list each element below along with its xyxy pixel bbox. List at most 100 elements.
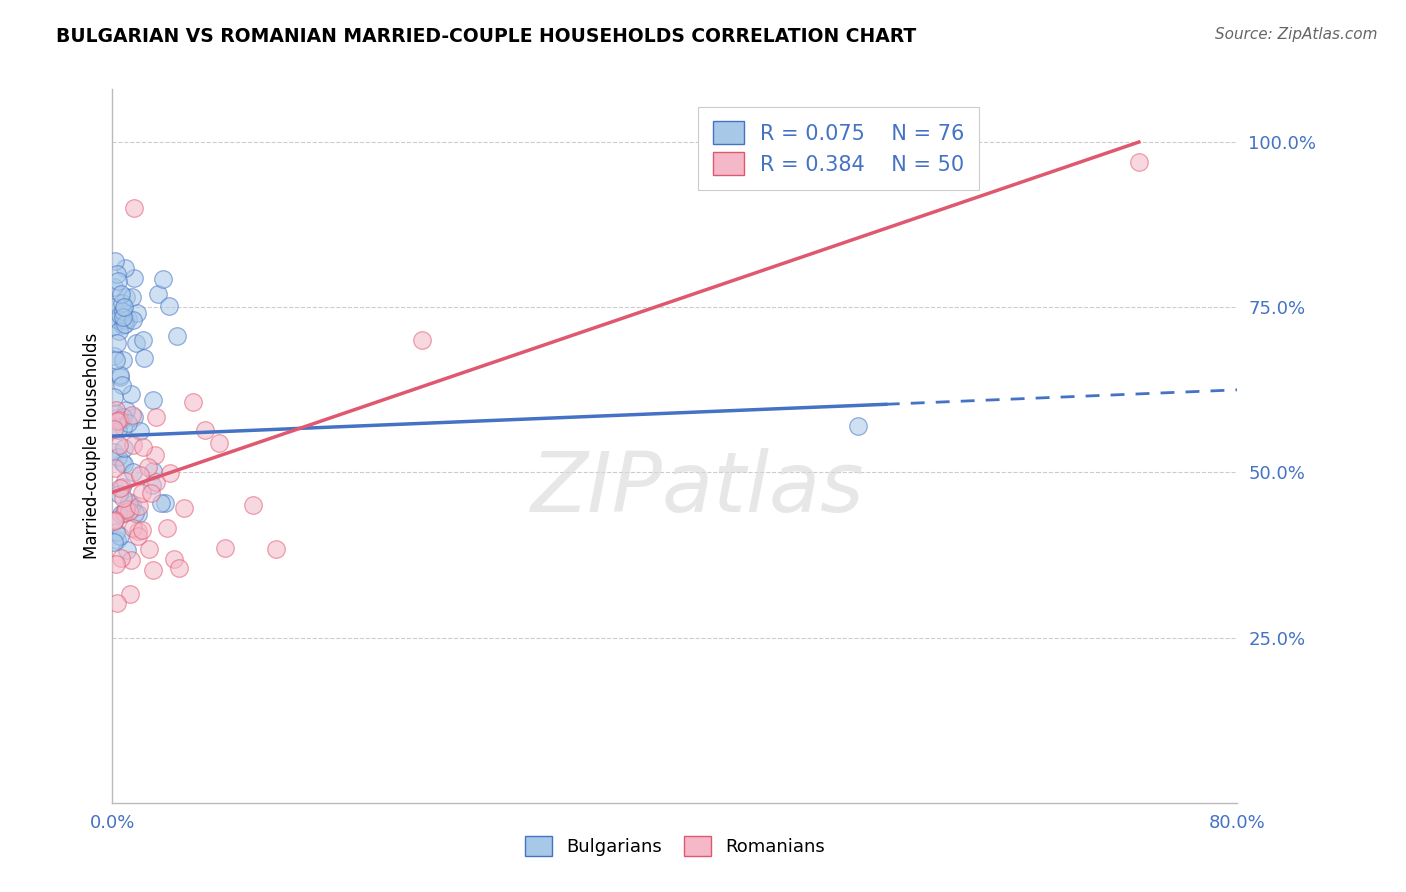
Point — [107, 423, 129, 437]
Point — [143, 448, 166, 462]
Point — [156, 521, 179, 535]
Point — [105, 267, 128, 281]
Point — [846, 419, 869, 434]
Point — [264, 541, 287, 556]
Point — [112, 458, 135, 472]
Point — [152, 271, 174, 285]
Point — [129, 467, 152, 482]
Point — [120, 387, 142, 401]
Text: BULGARIAN VS ROMANIAN MARRIED-COUPLE HOUSEHOLDS CORRELATION CHART: BULGARIAN VS ROMANIAN MARRIED-COUPLE HOU… — [56, 27, 917, 45]
Point — [157, 299, 180, 313]
Point — [105, 335, 128, 350]
Point — [107, 487, 129, 501]
Text: Source: ZipAtlas.com: Source: ZipAtlas.com — [1215, 27, 1378, 42]
Point — [122, 313, 145, 327]
Point — [153, 495, 176, 509]
Point — [103, 349, 125, 363]
Point — [105, 414, 128, 428]
Point — [150, 496, 173, 510]
Point — [132, 333, 155, 347]
Point — [124, 506, 146, 520]
Point — [107, 450, 129, 465]
Point — [208, 435, 231, 450]
Point — [108, 324, 131, 338]
Point — [134, 351, 156, 366]
Point — [107, 274, 129, 288]
Point — [114, 318, 136, 332]
Point — [104, 353, 127, 368]
Point — [108, 438, 131, 452]
Point — [105, 596, 128, 610]
Point — [111, 377, 134, 392]
Point — [142, 563, 165, 577]
Point — [118, 495, 141, 509]
Point — [114, 313, 136, 327]
Point — [111, 318, 134, 333]
Point — [104, 403, 127, 417]
Point — [110, 368, 132, 382]
Point — [120, 502, 142, 516]
Point — [127, 529, 149, 543]
Point — [411, 333, 433, 347]
Point — [112, 420, 135, 434]
Point — [141, 477, 163, 491]
Point — [146, 286, 169, 301]
Point — [104, 461, 127, 475]
Point — [132, 440, 155, 454]
Point — [108, 413, 131, 427]
Point — [114, 502, 136, 516]
Point — [127, 524, 149, 538]
Point — [110, 287, 132, 301]
Point — [122, 271, 145, 285]
Point — [118, 587, 141, 601]
Point — [103, 280, 125, 294]
Point — [242, 498, 264, 512]
Point — [112, 300, 135, 314]
Point — [112, 441, 135, 455]
Point — [108, 370, 131, 384]
Point — [103, 390, 125, 404]
Point — [115, 290, 138, 304]
Point — [114, 474, 136, 488]
Point — [118, 504, 141, 518]
Point — [120, 553, 142, 567]
Point — [110, 551, 132, 566]
Point — [129, 424, 152, 438]
Point — [1128, 154, 1150, 169]
Point — [117, 417, 139, 431]
Point — [121, 465, 143, 479]
Point — [194, 423, 217, 437]
Y-axis label: Married-couple Households: Married-couple Households — [83, 333, 101, 559]
Point — [145, 409, 167, 424]
Point — [104, 406, 127, 420]
Point — [128, 500, 150, 514]
Point — [125, 336, 148, 351]
Point — [115, 542, 138, 557]
Point — [103, 422, 125, 436]
Point — [104, 512, 127, 526]
Point — [111, 455, 134, 469]
Point — [142, 464, 165, 478]
Point — [108, 528, 131, 542]
Point — [136, 459, 159, 474]
Point — [111, 479, 134, 493]
Point — [122, 201, 145, 215]
Point — [169, 561, 191, 575]
Text: ZIPatlas: ZIPatlas — [530, 449, 865, 529]
Point — [111, 491, 134, 505]
Point — [138, 541, 160, 556]
Point — [181, 395, 204, 409]
Point — [166, 329, 188, 343]
Point — [163, 552, 186, 566]
Point — [105, 533, 128, 547]
Point — [103, 445, 125, 459]
Point — [103, 300, 125, 314]
Point — [107, 313, 129, 327]
Point — [121, 497, 143, 511]
Point — [121, 290, 143, 304]
Point — [105, 410, 128, 425]
Point — [103, 514, 125, 528]
Point — [104, 254, 127, 268]
Point — [127, 507, 149, 521]
Point — [127, 306, 149, 320]
